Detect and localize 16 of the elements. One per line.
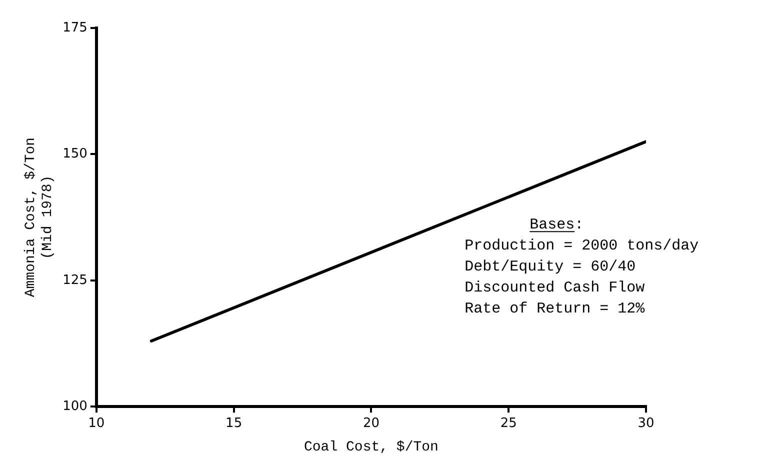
x-tick-label: 20 xyxy=(362,416,380,431)
y-tick-label: 175 xyxy=(62,20,88,36)
annotation: Discounted Cash Flow xyxy=(464,280,645,297)
x-axis-title: Coal Cost, $/Ton xyxy=(304,439,438,456)
y-tick-label: 150 xyxy=(62,146,88,162)
annotation: Bases: xyxy=(530,216,584,234)
annotation: Rate of Return = 12% xyxy=(464,300,646,318)
y-axis-title: Ammonia Cost, $/Ton (Mid 1978) xyxy=(23,137,56,298)
x-tick-label: 10 xyxy=(88,416,105,431)
annotation: Debt/Equity = 60/40 xyxy=(464,258,636,276)
y-tick-label: 125 xyxy=(62,272,88,288)
x-tick-label: 15 xyxy=(226,416,242,431)
x-tick-label: 30 xyxy=(638,416,654,431)
annotation: Production = 2000 tons/day xyxy=(464,238,699,255)
y-tick-label: 100 xyxy=(62,398,88,414)
x-tick-label: 25 xyxy=(500,416,517,431)
